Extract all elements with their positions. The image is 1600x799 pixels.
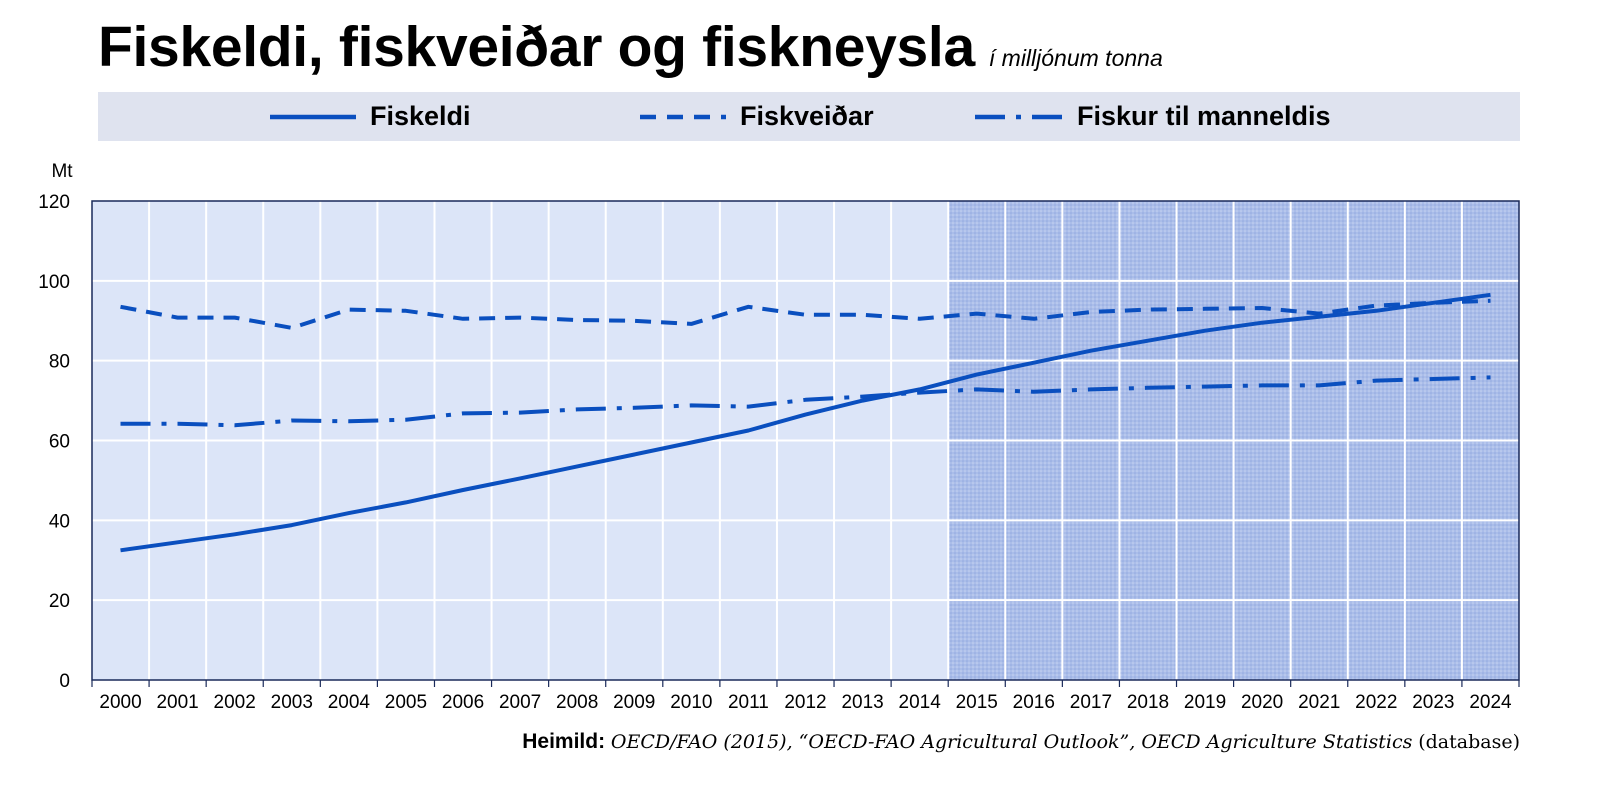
x-tick-label: 2014 [899,692,942,713]
legend-item-fiskur-til-manneldis: Fiskur til manneldis [975,92,1331,141]
x-tick-label: 2001 [156,692,198,713]
x-tick-label: 2017 [1070,692,1112,713]
x-tick-label: 2006 [442,692,484,713]
x-tick-label: 2008 [556,692,598,713]
legend: Fiskeldi Fiskveiðar Fiskur til manneldis [98,92,1520,141]
x-tick-label: 2000 [99,692,141,713]
y-tick-label: 20 [49,591,70,612]
x-tick-label: 2007 [499,692,541,713]
x-tick-label: 2018 [1127,692,1169,713]
y-tick-label: 100 [38,272,70,293]
x-tick-label: 2020 [1241,692,1283,713]
x-tick-label: 2023 [1412,692,1454,713]
series-line-fiskur-til-manneldis [120,375,1491,428]
y-tick-label: 40 [49,511,70,532]
y-tick-label: 0 [59,671,70,692]
y-tick-label: 60 [49,432,70,453]
chart-title: Fiskeldi, fiskveiðar og fiskneysla [98,15,975,79]
x-tick-label: 2011 [728,692,769,713]
x-tick-label: 2010 [670,692,712,713]
legend-swatch-dashed [640,114,726,119]
x-tick-label: 2015 [956,692,998,713]
legend-item-fiskveidar: Fiskveiðar [640,92,874,141]
x-tick-label: 2003 [271,692,313,713]
x-tick-label: 2012 [784,692,826,713]
legend-label: Fiskveiðar [740,101,874,131]
plot-frame [91,200,1520,681]
legend-label: Fiskeldi [370,101,471,131]
x-tick-label: 2009 [613,692,655,713]
legend-swatch-dashdot [975,114,1063,119]
source-text: OECD/FAO (2015), “OECD-FAO Agricultural … [610,731,1413,753]
x-tick-label: 2019 [1184,692,1226,713]
x-tick-label: 2022 [1355,692,1397,713]
y-axis-label: Mt [51,161,73,182]
legend-swatch-solid [270,114,356,119]
x-tick-label: 2021 [1298,692,1340,713]
x-tick-label: 2005 [385,692,427,713]
source-label: Heimild: [522,730,606,753]
line-chart: 0 20 40 60 80 100 120 Mt 2000 2001 2002 2003 2004 200… [38,161,1520,713]
series-line-fiskeldi [120,292,1491,553]
x-tick-label: 2013 [841,692,883,713]
legend-label: Fiskur til manneldis [1077,101,1331,131]
series-line-fiskvei-ar [120,298,1491,330]
x-tick-label: 2002 [214,692,256,713]
source-note: Heimild: OECD/FAO (2015), “OECD-FAO Agri… [522,730,1520,754]
legend-item-fiskeldi: Fiskeldi [270,92,471,141]
x-tick-label: 2016 [1013,692,1055,713]
source-suffix: (database) [1418,731,1520,753]
x-tick-label: 2004 [328,692,371,713]
chart-subtitle: í milljónum tonna [988,45,1163,71]
y-tick-label: 80 [49,352,70,373]
title-row: Fiskeldi, fiskveiðar og fiskneysla í mil… [98,14,1163,84]
x-tick-label: 2024 [1469,692,1512,713]
y-tick-label: 120 [38,192,70,213]
